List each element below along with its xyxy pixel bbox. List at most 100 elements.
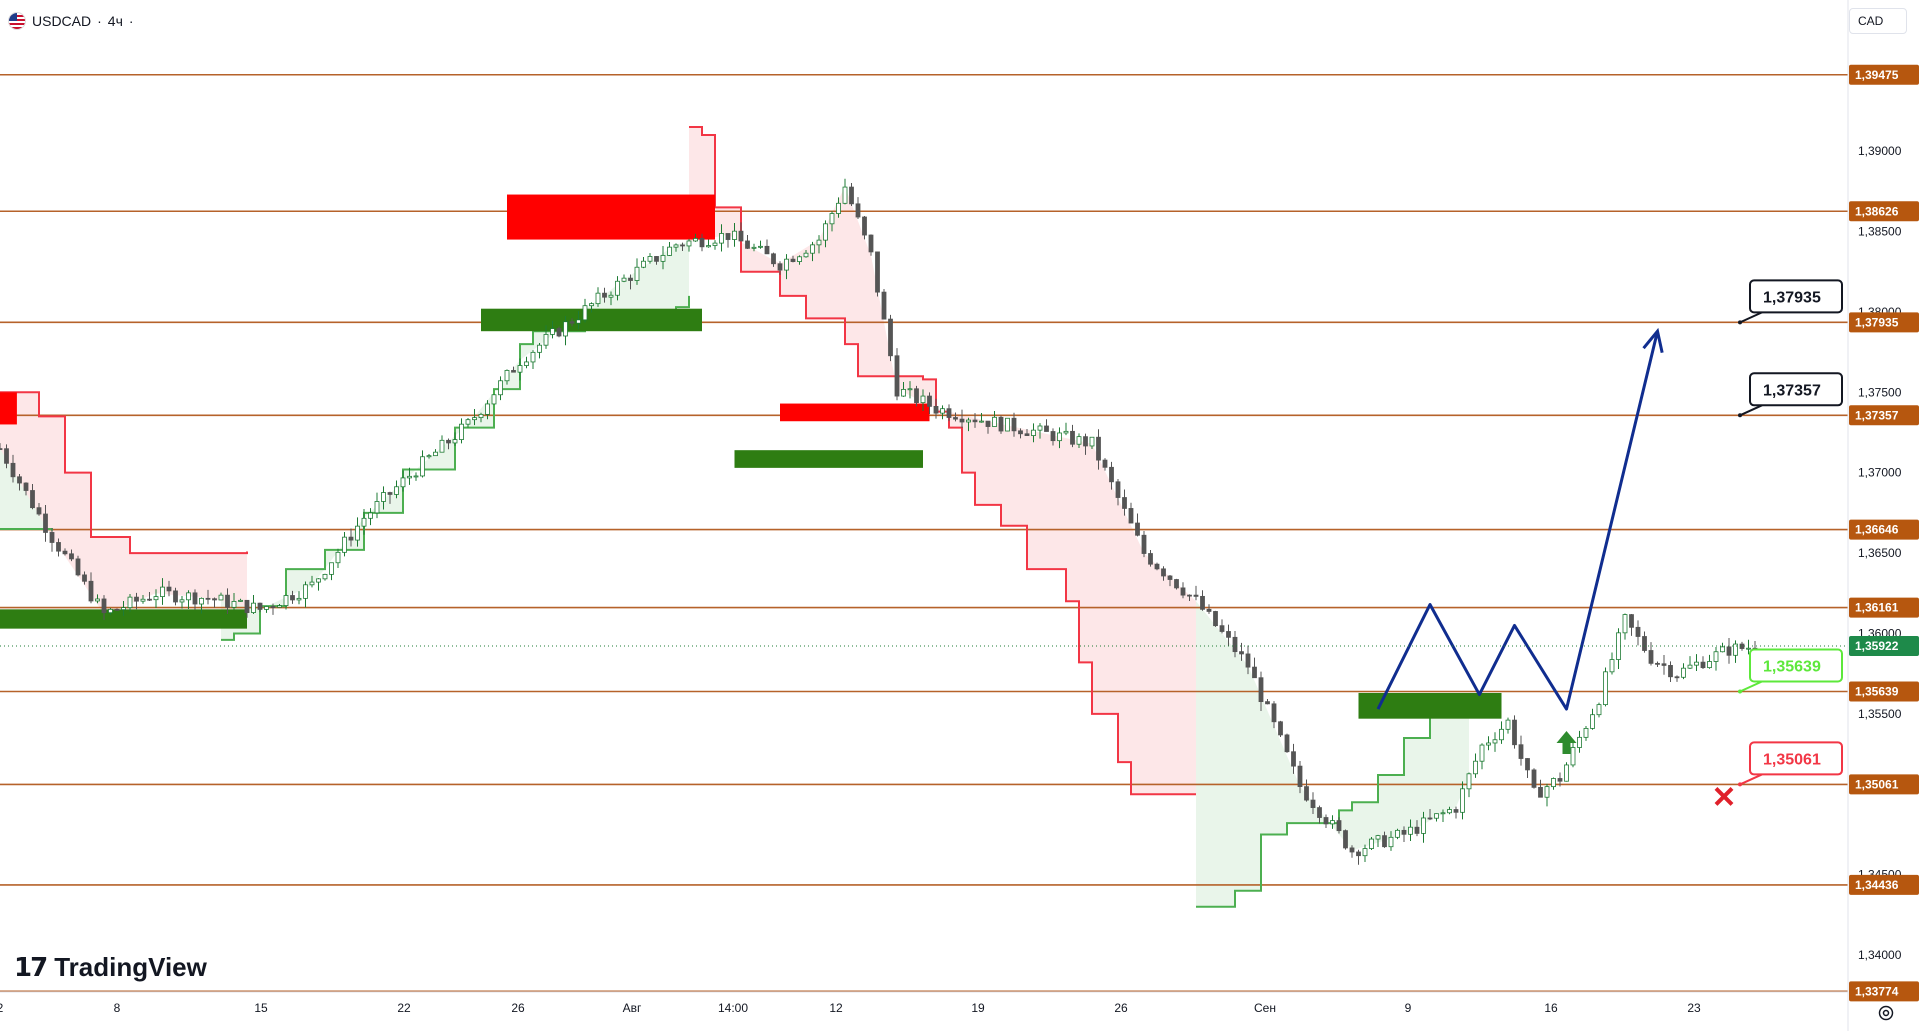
candle [823, 223, 828, 241]
demand-zone[interactable] [481, 308, 702, 332]
candle [381, 492, 386, 502]
level-label: 1,35061 [1855, 777, 1899, 791]
settings-icon[interactable] [1876, 1003, 1896, 1023]
candle [1720, 646, 1725, 653]
level-label: 1,36646 [1855, 523, 1899, 537]
candle [166, 586, 172, 592]
candle [1635, 626, 1641, 637]
candle [316, 578, 321, 583]
candle [212, 598, 217, 601]
candle [420, 456, 425, 477]
projection-arrowhead [1642, 327, 1664, 354]
candle [1063, 430, 1069, 434]
candle [647, 256, 653, 262]
candle [1518, 744, 1524, 759]
candle [244, 599, 250, 613]
candle [394, 486, 399, 495]
x-tick-label: 22 [397, 1001, 411, 1015]
candle [0, 448, 3, 450]
candle [589, 303, 594, 307]
candle [160, 586, 165, 597]
projection-path[interactable] [1376, 330, 1659, 711]
candle [933, 406, 939, 414]
supply-zone[interactable] [507, 194, 715, 240]
candle [719, 233, 724, 244]
candle [693, 238, 698, 242]
candle [1135, 522, 1140, 536]
level-label-bg [1849, 312, 1919, 333]
candle [296, 597, 302, 601]
candle [472, 417, 477, 421]
candle [953, 417, 958, 420]
candle [335, 551, 341, 564]
candle [764, 245, 770, 255]
candle [355, 525, 360, 541]
stop-label-box[interactable] [1749, 741, 1843, 776]
candle [225, 594, 230, 608]
tradingview-logo[interactable]: 17 TradingView [14, 952, 207, 983]
candle [277, 605, 282, 608]
target-label-box[interactable] [1749, 372, 1843, 407]
entry-label-box[interactable] [1749, 648, 1843, 683]
candle [1596, 704, 1602, 716]
y-tick-label: 1,36500 [1858, 546, 1902, 560]
supply-zone[interactable] [780, 403, 930, 422]
level-label-bg [1849, 597, 1919, 618]
candle [1089, 436, 1095, 447]
level-label: 1,37357 [1855, 408, 1899, 422]
currency-button[interactable]: CAD [1849, 8, 1907, 34]
x-tick-label: 14:00 [718, 1001, 748, 1015]
candle [836, 202, 841, 214]
candle [4, 448, 9, 464]
candle [257, 602, 263, 610]
candle [504, 370, 510, 382]
candle [654, 256, 659, 262]
target-label-box[interactable] [1749, 279, 1843, 314]
candle [1226, 631, 1231, 638]
candle [1401, 829, 1407, 835]
supertrend-down-line[interactable] [0, 391, 248, 555]
candle [309, 581, 315, 586]
entry-label-text: 1,35639 [1763, 659, 1821, 676]
candle [108, 608, 113, 614]
candle [1414, 826, 1420, 834]
level-label: 1,33774 [1855, 984, 1899, 998]
supertrend-up-line[interactable] [1196, 693, 1470, 908]
candle [1018, 430, 1023, 435]
candle [426, 455, 432, 458]
candle [1349, 847, 1355, 853]
candle [368, 512, 373, 519]
candle [1161, 568, 1166, 577]
candle [1440, 812, 1446, 815]
us-flag-icon [8, 12, 26, 30]
candle [1551, 778, 1556, 788]
candle [966, 419, 971, 423]
candle [1291, 751, 1296, 767]
candle [270, 606, 276, 608]
candle [1219, 625, 1225, 632]
candle [888, 318, 893, 357]
candle [1375, 835, 1381, 840]
supertrend-fill [689, 127, 1196, 795]
logo-mark: 17 [14, 952, 48, 983]
candle [1024, 433, 1030, 436]
x-tick-label: Сен [1254, 1001, 1276, 1015]
demand-zone[interactable] [734, 450, 924, 468]
candle [1323, 817, 1329, 825]
candle [1609, 659, 1615, 673]
candle [56, 542, 61, 552]
candle [628, 277, 633, 281]
candle [1408, 826, 1413, 835]
candle [524, 361, 529, 366]
symbol-header[interactable]: USDCAD · 4ч · [8, 8, 134, 34]
supply-zone[interactable] [0, 392, 17, 425]
level-label: 1,34436 [1855, 878, 1899, 892]
candle [855, 203, 861, 218]
entry-label-pointer [1739, 680, 1763, 693]
candle [725, 233, 731, 240]
demand-zone[interactable] [0, 609, 247, 629]
candle [147, 598, 152, 601]
timeframe-label[interactable]: 4ч [107, 13, 123, 29]
candle [732, 230, 737, 240]
